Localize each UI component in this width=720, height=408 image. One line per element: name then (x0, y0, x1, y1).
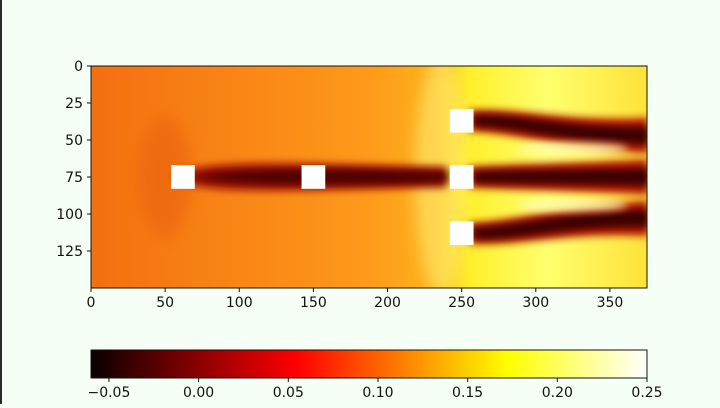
obstacle-2 (301, 165, 326, 189)
field-wake-middle-core (473, 168, 647, 186)
y-tick-label: 0 (74, 59, 83, 75)
y-tick-label: 25 (65, 96, 83, 112)
field-streak-lower (517, 199, 628, 212)
x-tick-label: 350 (597, 295, 624, 311)
y-tick-label: 100 (56, 207, 83, 223)
colorbar-tick-label: −0.05 (87, 385, 130, 401)
colorbar-tick-label: 0.25 (631, 385, 662, 401)
x-tick-label: 50 (156, 295, 174, 311)
field-stagnation (139, 117, 192, 237)
heatmap-axes: 0 50 100 150 200 250 300 350 0 25 50 75 100 125 (56, 59, 648, 311)
colorbar-tick-label: 0.20 (542, 385, 573, 401)
colorbar-tick-label: 0.00 (183, 385, 214, 401)
x-tick-label: 250 (448, 295, 475, 311)
x-tick-label: 200 (374, 295, 401, 311)
obstacle-3 (449, 108, 474, 133)
obstacle-4 (449, 165, 474, 189)
obstacle-1 (171, 165, 195, 189)
x-tick-label: 150 (300, 295, 327, 311)
field-wake-bottom-core (473, 209, 647, 240)
colorbar: −0.05 0.00 0.05 0.10 0.15 0.20 0.25 (87, 349, 663, 401)
field-wake-top-core (473, 114, 647, 145)
colorbar-gradient (90, 349, 648, 379)
y-tick-label: 125 (56, 244, 83, 260)
field-streak-upper (517, 142, 628, 155)
colorbar-tick-label: 0.05 (273, 385, 304, 401)
colorbar-tick-label: 0.15 (452, 385, 483, 401)
heatmap-plot-area (91, 66, 647, 288)
y-tick-label: 50 (65, 133, 83, 149)
colorbar-tick-label: 0.10 (362, 385, 393, 401)
obstacle-5 (449, 221, 474, 246)
x-tick-label: 100 (226, 295, 253, 311)
x-tick-label: 300 (522, 295, 549, 311)
frame-edge (0, 0, 2, 404)
y-tick-label: 75 (65, 170, 83, 186)
x-tick-label: 0 (87, 295, 96, 311)
